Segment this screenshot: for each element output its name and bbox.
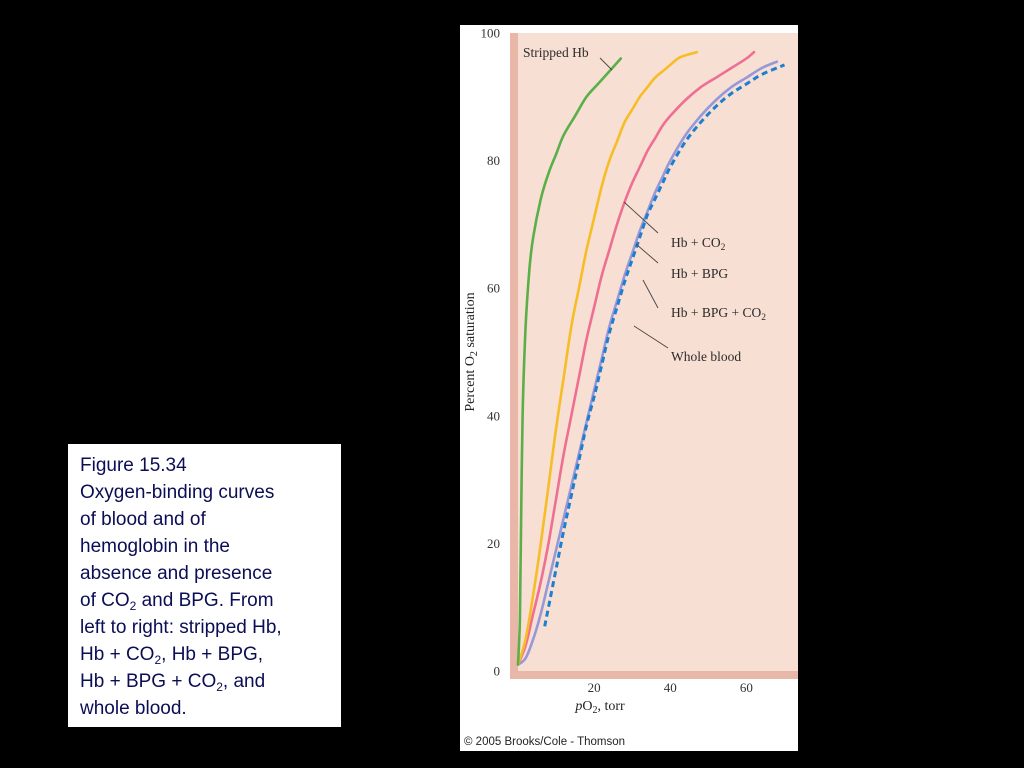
- caption-line: of CO2 and BPG. From: [80, 587, 329, 614]
- caption-text: Hb + BPG + CO: [80, 671, 217, 692]
- caption-line: Hb + BPG + CO2, and: [80, 668, 329, 695]
- annotation-leader-line: [623, 201, 659, 234]
- caption-line: Figure 15.34: [80, 452, 329, 479]
- hb-bpg-co2-curve: [516, 60, 779, 666]
- series-label: Hb + CO2: [671, 235, 726, 253]
- y-axis-label-text: Percent O: [463, 356, 478, 412]
- caption-line: left to right: stripped Hb,: [80, 614, 329, 641]
- caption-text: absence and presence: [80, 563, 273, 584]
- y-tick-label: 80: [487, 153, 500, 168]
- annotation-leader-line: [633, 325, 669, 349]
- y-tick-label: 0: [494, 664, 501, 679]
- hb-co2-curve: [516, 50, 699, 666]
- caption-line: Oxygen-binding curves: [80, 479, 329, 506]
- caption-text: whole blood.: [80, 698, 187, 719]
- y-axis-band: [510, 33, 518, 679]
- caption-subscript: 2: [154, 653, 162, 667]
- caption-line: absence and presence: [80, 560, 329, 587]
- caption-subscript: 2: [129, 599, 137, 613]
- figure-caption: Figure 15.34 Oxygen-binding curves of bloo…: [68, 444, 341, 727]
- caption-line: hemoglobin in the: [80, 533, 329, 560]
- annotation-leader-line: [635, 243, 659, 264]
- y-tick-label: 60: [487, 281, 500, 296]
- caption-text: left to right: stripped Hb,: [80, 617, 282, 638]
- annotation-leader-line: [599, 57, 613, 71]
- series-label-text: Hb + BPG: [671, 266, 728, 281]
- x-axis-band: [510, 671, 798, 679]
- series-label-text: Stripped Hb: [523, 45, 589, 60]
- copyright-notice: © 2005 Brooks/Cole - Thomson: [464, 736, 626, 748]
- x-tick-label: 40: [664, 680, 677, 695]
- annotation-leader-line: [642, 279, 659, 309]
- series-label: Hb + BPG + CO2: [671, 305, 766, 323]
- series-label-subscript: 2: [761, 313, 766, 323]
- x-axis-label-subscript: 2: [592, 705, 597, 716]
- figure-panel: 0 20 40 60 80 100 20 40 60 pO2, torr Percent O2 sa…: [460, 25, 798, 751]
- caption-text: Hb + CO: [80, 644, 155, 665]
- series-label-text: Hb + BPG + CO: [671, 305, 761, 320]
- hb-bpg-curve: [516, 50, 756, 666]
- series-label: Hb + BPG: [671, 266, 728, 281]
- x-axis-label-italic: p: [574, 699, 582, 714]
- plot-area: [518, 33, 798, 671]
- y-axis-label: Percent O2 saturation: [463, 292, 480, 411]
- y-tick-label: 20: [487, 536, 500, 551]
- y-tick-label: 100: [481, 26, 501, 41]
- series-label-subscript: 2: [721, 243, 726, 253]
- x-tick-label: 20: [588, 680, 601, 695]
- whole-blood-curve: [543, 63, 786, 627]
- series-label-text: Hb + CO: [671, 235, 721, 250]
- caption-text: of CO: [80, 590, 130, 611]
- series-label: Whole blood: [671, 349, 741, 364]
- caption-text: , and: [222, 671, 266, 692]
- x-tick-label: 60: [740, 680, 753, 695]
- caption-text: Figure 15.34: [80, 455, 187, 476]
- x-axis-label-text: O: [582, 699, 592, 714]
- caption-subscript: 2: [216, 680, 223, 694]
- series-label-text: Whole blood: [671, 349, 741, 364]
- caption-line: of blood and of: [80, 506, 329, 533]
- y-axis-label-subscript: 2: [469, 351, 480, 356]
- caption-text: of blood and of: [80, 509, 206, 530]
- caption-line: Hb + CO2, Hb + BPG,: [80, 641, 329, 668]
- caption-text: hemoglobin in the: [80, 536, 230, 557]
- caption-line: whole blood.: [80, 695, 329, 722]
- caption-text: Oxygen-binding curves: [80, 482, 275, 503]
- x-axis-label-text: , torr: [597, 699, 625, 714]
- stripped-hb-curve: [516, 57, 623, 666]
- series-label: Stripped Hb: [523, 45, 589, 60]
- y-axis-label-text: saturation: [463, 292, 478, 351]
- caption-text: , Hb + BPG,: [161, 644, 264, 665]
- caption-text: and BPG. From: [136, 590, 274, 611]
- x-axis-label: pO2, torr: [574, 699, 625, 716]
- y-tick-label: 40: [487, 408, 500, 423]
